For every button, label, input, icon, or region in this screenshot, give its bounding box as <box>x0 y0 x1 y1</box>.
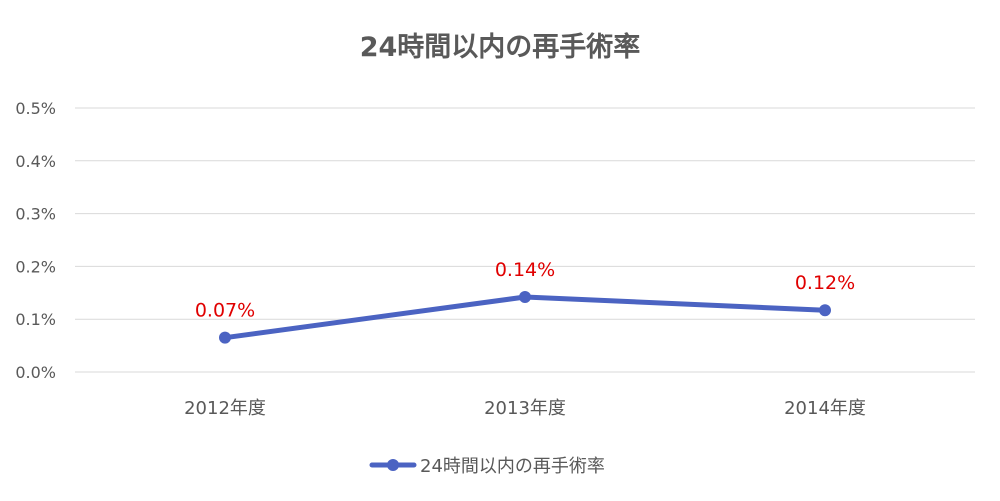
data-label: 0.12% <box>795 272 855 294</box>
y-tick-label: 0.4% <box>15 152 56 171</box>
legend: 24時間以内の再手術率 <box>369 456 605 477</box>
data-label: 0.14% <box>495 259 555 281</box>
y-axis-ticks: 0.0% 0.1% 0.2% 0.3% 0.4% 0.5% <box>15 99 56 382</box>
data-point <box>519 291 531 304</box>
y-tick-label: 0.5% <box>15 99 56 118</box>
data-label: 0.07% <box>195 300 255 322</box>
y-tick-label: 0.0% <box>15 363 56 382</box>
gridlines <box>75 107 975 373</box>
y-tick-label: 0.1% <box>15 310 56 329</box>
x-tick-label: 2014年度 <box>784 398 866 419</box>
data-labels: 0.07% 0.14% 0.12% <box>195 259 855 322</box>
series-line-group <box>219 291 831 344</box>
x-axis-ticks: 2012年度 2013年度 2014年度 <box>184 398 866 419</box>
legend-label: 24時間以内の再手術率 <box>420 456 605 477</box>
y-tick-label: 0.3% <box>15 205 56 224</box>
data-point <box>819 304 831 317</box>
x-tick-label: 2012年度 <box>184 398 266 419</box>
series-line <box>222 294 828 341</box>
legend-marker-icon <box>387 459 399 471</box>
x-tick-label: 2013年度 <box>484 398 566 419</box>
y-tick-label: 0.2% <box>15 257 56 276</box>
chart-title: 24時間以内の再手術率 <box>360 31 641 63</box>
data-point <box>219 331 231 344</box>
